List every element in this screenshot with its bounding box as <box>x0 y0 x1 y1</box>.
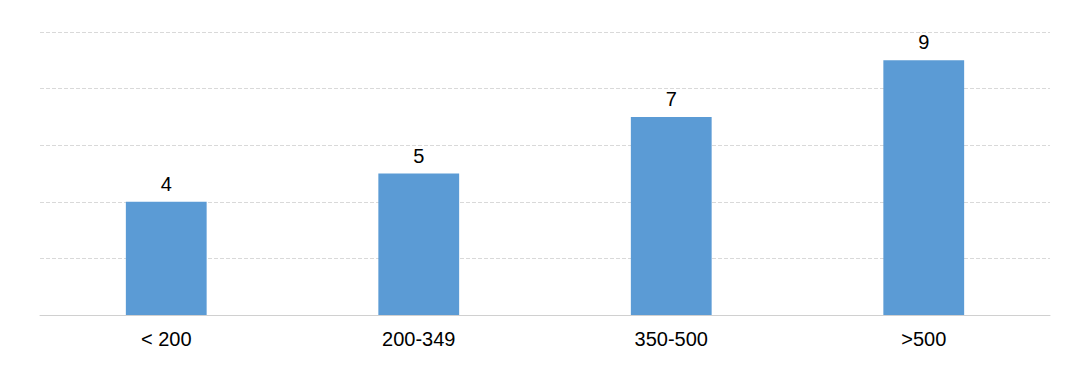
svg-text:200-349: 200-349 <box>382 328 455 350</box>
svg-text:9: 9 <box>918 31 929 53</box>
svg-text:4: 4 <box>161 173 172 195</box>
svg-text:< 200: < 200 <box>141 328 192 350</box>
svg-text:>500: >500 <box>901 328 946 350</box>
svg-text:5: 5 <box>413 145 424 167</box>
svg-text:7: 7 <box>666 88 677 110</box>
svg-text:350-500: 350-500 <box>635 328 708 350</box>
